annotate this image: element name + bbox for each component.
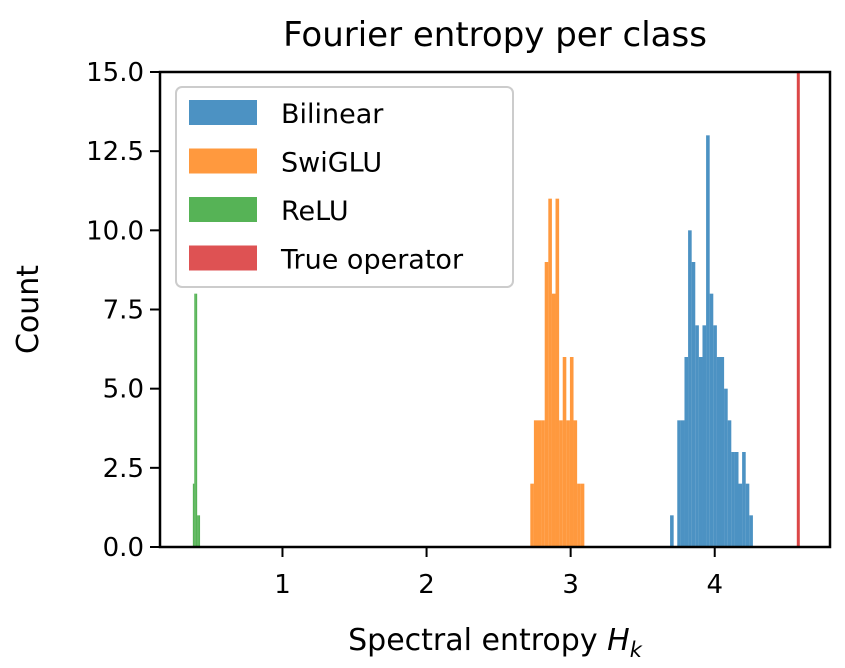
relu-bar — [192, 483, 195, 547]
swiglu-bar — [541, 420, 545, 547]
bilinear-bar — [698, 357, 703, 547]
swiglu-bar — [537, 420, 542, 547]
bilinear-bar — [720, 357, 725, 547]
bilinear-bar — [713, 325, 717, 547]
swiglu-bar — [573, 420, 578, 547]
swiglu-bar — [580, 483, 585, 547]
swiglu-bar — [548, 198, 552, 547]
swiglu-bar — [551, 293, 556, 547]
swiglu-bar — [555, 198, 560, 547]
y-tick-label: 0.0 — [103, 533, 144, 563]
x-axis-label: Spectral entropy Hk — [348, 623, 643, 662]
bilinear-bar — [734, 452, 739, 547]
y-tick-label: 15.0 — [86, 58, 144, 88]
swiglu-bar — [544, 262, 549, 547]
y-tick-label: 7.5 — [103, 296, 144, 326]
y-tick-label: 2.5 — [103, 454, 144, 484]
legend-swatch-swiglu — [189, 148, 257, 174]
bilinear-bar — [709, 293, 714, 547]
chart-title: Fourier entropy per class — [283, 15, 707, 55]
legend: Bilinear SwiGLU ReLU True operator — [175, 86, 514, 288]
legend-label-true-operator: True operator — [280, 245, 464, 276]
swiglu-bar — [530, 483, 534, 547]
relu-bar — [195, 293, 198, 547]
legend-box — [175, 86, 514, 288]
y-tick-label: 12.5 — [86, 137, 144, 167]
bilinear-bar — [745, 483, 750, 547]
bilinear-bar — [684, 357, 689, 547]
bilinear-bar — [738, 483, 743, 547]
bilinear-bar — [702, 325, 707, 547]
bilinear-bar — [724, 388, 728, 547]
x-axis-ticks: 1 2 3 4 — [274, 547, 723, 600]
swiglu-bar — [577, 483, 581, 547]
legend-swatch-relu — [189, 197, 257, 222]
x-tick-label: 3 — [562, 570, 579, 600]
bilinear-bar — [731, 452, 735, 547]
x-tick-label: 1 — [274, 570, 291, 600]
x-tick-label: 2 — [418, 570, 435, 600]
swiglu-bar — [569, 357, 574, 547]
bilinear-bar — [691, 262, 696, 547]
swiglu-bar — [533, 420, 538, 547]
bilinear-bar — [670, 515, 674, 547]
legend-label-swiglu: SwiGLU — [281, 148, 382, 179]
bilinear-bar — [706, 135, 710, 548]
bilinear-bar — [749, 515, 753, 547]
bilinear-bar — [680, 420, 685, 547]
bilinear-bar — [742, 452, 746, 547]
y-axis-label: Count — [11, 265, 46, 354]
legend-label-bilinear: Bilinear — [281, 99, 384, 130]
y-tick-label: 5.0 — [103, 375, 144, 405]
bilinear-bar — [716, 357, 721, 547]
x-axis-label-subscript: k — [630, 638, 643, 662]
swiglu-bar — [559, 420, 563, 547]
y-tick-label: 10.0 — [86, 216, 144, 246]
histogram-bars — [192, 135, 753, 548]
relu-bar — [198, 515, 201, 547]
legend-swatch-true-operator — [189, 245, 257, 271]
swiglu-bar — [566, 420, 570, 547]
legend-swatch-bilinear — [189, 100, 257, 125]
swiglu-bar — [562, 357, 567, 547]
bilinear-bar — [727, 420, 732, 547]
x-axis-label-text: Spectral entropy — [348, 623, 597, 658]
x-tick-label: 4 — [706, 570, 723, 600]
y-axis-ticks: 0.0 2.5 5.0 7.5 10.0 12.5 15.0 — [86, 58, 160, 563]
bilinear-bar — [695, 325, 699, 547]
bilinear-bar — [677, 420, 681, 547]
x-axis-label-symbol: H — [607, 623, 630, 658]
bilinear-bar — [688, 230, 692, 548]
legend-label-relu: ReLU — [281, 196, 349, 227]
relu-bar — [194, 293, 196, 547]
relu-bar — [197, 515, 199, 547]
